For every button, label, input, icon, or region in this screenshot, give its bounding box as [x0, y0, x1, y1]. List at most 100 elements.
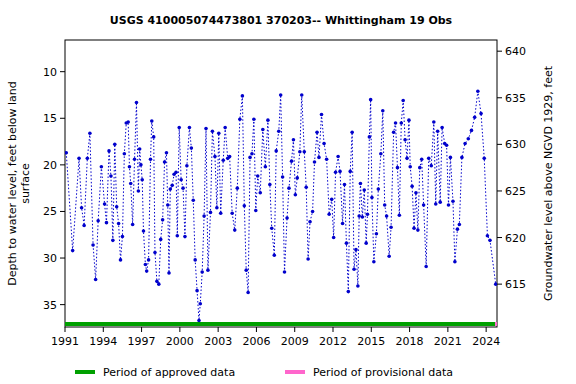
data-point — [165, 151, 169, 155]
data-point — [244, 268, 248, 272]
data-point — [230, 212, 234, 216]
data-point — [482, 157, 486, 161]
data-point — [438, 200, 442, 204]
y-tick — [60, 258, 65, 259]
data-point — [126, 120, 130, 124]
data-point — [361, 215, 365, 219]
data-point — [209, 211, 213, 215]
data-point — [352, 267, 356, 271]
data-point — [364, 241, 368, 245]
data-point — [389, 225, 393, 229]
data-point — [370, 196, 374, 200]
data-point — [258, 191, 262, 195]
data-point — [159, 238, 163, 242]
data-point — [405, 157, 409, 161]
data-point — [479, 112, 483, 116]
data-point — [213, 155, 217, 159]
data-point — [306, 257, 310, 261]
x-tick — [218, 327, 219, 332]
x-tick-label: 2018 — [396, 335, 424, 348]
legend-label: Period of provisional data — [313, 366, 453, 379]
data-point — [488, 239, 492, 243]
data-point — [243, 204, 247, 208]
data-point — [372, 260, 376, 264]
data-point — [252, 117, 256, 121]
y2-axis-label: Groundwater level above NGVD 1929, feet — [542, 65, 555, 301]
data-point — [274, 149, 278, 153]
data-point — [129, 182, 133, 186]
data-point — [246, 291, 250, 295]
data-point — [375, 232, 379, 236]
data-point — [91, 243, 95, 247]
data-point — [147, 258, 151, 262]
data-point — [166, 203, 170, 207]
data-point — [176, 234, 180, 238]
y2-tick-label: 635 — [505, 92, 526, 105]
y-tick-label: 30 — [43, 252, 57, 265]
data-point — [311, 210, 315, 214]
data-point — [193, 258, 197, 262]
y2-tick — [497, 97, 502, 98]
data-point — [123, 152, 127, 156]
data-point — [341, 222, 345, 226]
data-point — [476, 89, 480, 93]
approval-period — [495, 322, 497, 326]
data-point — [418, 166, 422, 170]
data-point — [300, 93, 304, 97]
y-axis-label: Depth to water level, feet below land — [6, 81, 19, 286]
y2-tick — [497, 190, 502, 191]
data-point — [466, 137, 470, 141]
data-point — [414, 191, 418, 195]
data-point — [283, 270, 287, 274]
data-point — [170, 184, 174, 188]
y-tick-label: 25 — [43, 205, 57, 218]
data-point — [121, 235, 125, 239]
plot-frame — [65, 40, 497, 327]
data-point — [109, 174, 113, 178]
y-tick — [60, 304, 65, 305]
data-point — [241, 94, 245, 98]
data-point — [357, 214, 361, 218]
data-point — [416, 228, 420, 232]
y-tick-label: 35 — [43, 299, 57, 312]
data-point — [453, 260, 457, 264]
y2-tick-label: 625 — [505, 185, 526, 198]
data-point — [238, 117, 242, 121]
data-point — [157, 282, 161, 286]
data-point — [445, 143, 449, 147]
data-point — [105, 221, 109, 225]
data-point — [211, 130, 215, 134]
data-point — [322, 142, 326, 146]
x-tick-label: 2006 — [242, 335, 270, 348]
data-point — [392, 130, 396, 134]
data-point — [77, 157, 81, 161]
data-point — [139, 163, 143, 167]
data-point — [153, 251, 157, 255]
y-tick — [60, 71, 65, 72]
data-point — [379, 152, 383, 156]
data-point — [315, 130, 319, 134]
data-point — [185, 164, 189, 168]
data-point — [195, 289, 199, 293]
x-tick — [256, 327, 257, 332]
data-point — [368, 135, 372, 139]
data-point — [163, 160, 167, 164]
data-point — [394, 121, 398, 125]
data-point — [473, 116, 477, 120]
data-point — [320, 113, 324, 117]
chart: USGS 410005074473801 370203-- Whittingha… — [0, 0, 576, 384]
data-point — [174, 171, 178, 175]
y-tick-label: 20 — [43, 159, 57, 172]
data-point — [142, 229, 146, 233]
data-point — [272, 253, 276, 257]
data-point — [369, 98, 373, 102]
data-point — [117, 222, 121, 226]
data-point — [348, 170, 352, 174]
data-point — [94, 278, 98, 282]
data-point — [494, 282, 497, 286]
data-point — [86, 157, 90, 161]
y-tick-label: 15 — [43, 112, 57, 125]
data-point — [228, 155, 232, 159]
data-point — [277, 130, 281, 134]
data-point — [427, 157, 431, 161]
